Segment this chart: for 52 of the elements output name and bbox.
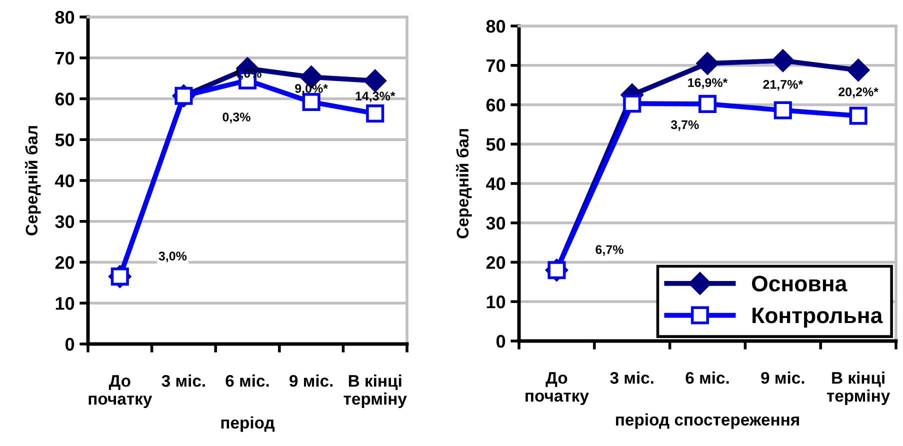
y-axis-title: Середній бал [456,129,472,238]
y-tick-label: 10 [486,296,506,308]
y-tick-label: 10 [56,297,74,310]
annotation: 21,7%* [763,80,804,91]
y-tick-label: 30 [55,215,74,228]
y-tick-label: 20 [55,256,74,269]
y-tick-label: 70 [56,52,74,65]
x-tick-label: 9 міс. [290,374,333,387]
legend-label: Основна [752,276,848,292]
point [623,94,642,113]
y-tick-label: 50 [486,138,506,151]
x-axis-title: період [221,416,275,432]
point [847,58,870,82]
annotation: 16,9%* [688,78,728,89]
y-tick-label: 40 [486,177,506,190]
point [364,70,386,92]
y-tick-label: 20 [486,256,506,269]
point [774,101,792,120]
y-tick-label: 80 [486,20,506,33]
point [696,52,719,75]
y-tick-label: 30 [486,216,506,230]
point [772,49,794,72]
x-tick-label: До початку [526,372,589,406]
point [366,104,384,122]
annotation: 6,7% [596,245,624,256]
x-tick-label: В кінці терміну [344,374,407,408]
y-axis-title: Середній бал [24,126,41,236]
y-tick-label: 60 [55,92,74,106]
y-tick-label: 40 [55,174,74,188]
y-tick-label: 0 [496,334,506,348]
y-tick-label: 80 [55,10,74,24]
y-tick-label: 70 [486,59,506,72]
legend-label: Контрольна [752,308,883,328]
x-tick-label: 6 міс. [226,374,269,387]
y-tick-label: 60 [486,98,506,112]
annotation: 0,3% [222,112,250,124]
point [849,106,868,125]
x-tick-label: 3 міс. [610,372,654,384]
x-tick-label: 6 міс. [686,372,729,384]
annotation: 3,7% [670,120,699,131]
x-tick-label: 3 міс. [162,374,205,387]
annotation: 9,0%* [295,84,328,95]
x-axis-title: період спостереження [616,413,799,429]
y-tick-label: 0 [65,338,74,351]
annotation: 3,0% [158,252,187,262]
annotation: 20,2%* [838,87,878,98]
point [698,94,717,113]
x-tick-label: До початку [88,375,152,408]
annotation: 14,3%* [356,92,396,102]
y-tick-label: 50 [55,134,74,146]
x-tick-label: В кінці терміну [826,372,890,406]
x-tick-label: 9 міс. [761,372,804,384]
